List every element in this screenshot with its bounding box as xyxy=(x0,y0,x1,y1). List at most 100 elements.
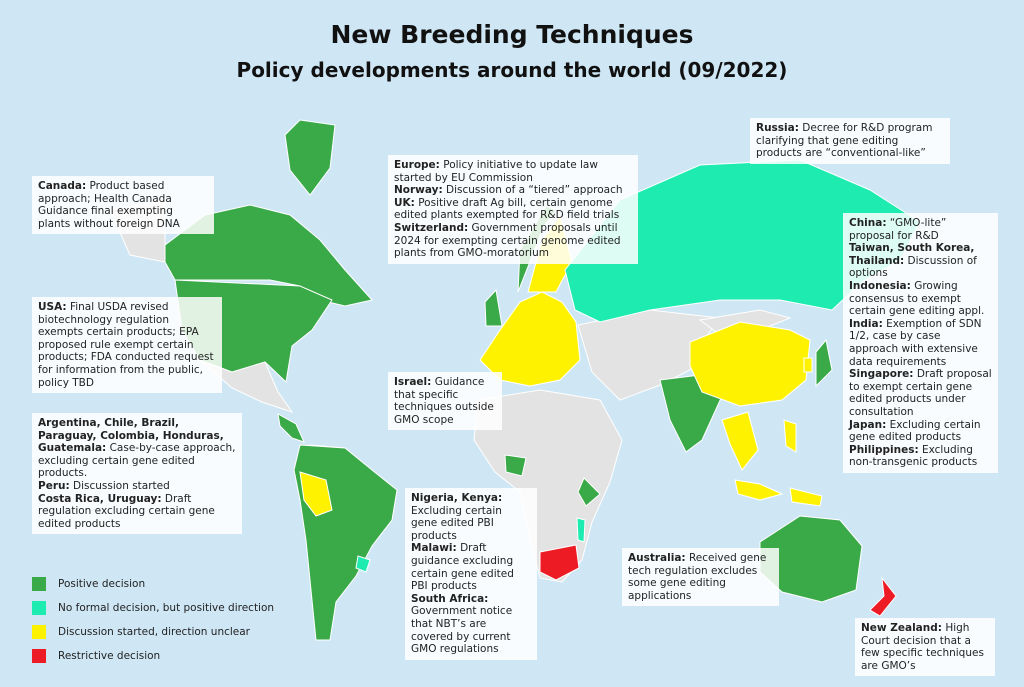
europe xyxy=(479,291,581,387)
note-item: Nigeria, Kenya: Excluding certain gene e… xyxy=(411,492,531,542)
note-label: Israel: xyxy=(394,376,432,388)
new-zealand xyxy=(869,576,897,617)
note-box: Australia: Received gene tech regulation… xyxy=(622,548,779,607)
note-item: China: “GMO-lite” proposal for R&D xyxy=(849,217,992,242)
note-text: Guidance that specific techniques outsid… xyxy=(394,376,494,426)
note-item: South Africa: Government notice that NBT… xyxy=(411,593,531,656)
note-text: Case-by-case approach, excluding certain… xyxy=(38,442,236,480)
legend-swatch xyxy=(32,649,46,663)
philippines xyxy=(783,419,797,453)
legend-entry: Discussion started, direction unclear xyxy=(32,620,274,644)
note-box: Canada: Product based approach; Health C… xyxy=(32,176,214,235)
legend: Positive decision No formal decision, but… xyxy=(32,572,274,668)
note-item: Peru: Discussion started xyxy=(38,480,236,493)
indonesia-east xyxy=(789,487,823,507)
note-item: Costa Rica, Uruguay: Draft regulation ex… xyxy=(38,493,236,531)
note-text: Draft guidance excluding certain gene ed… xyxy=(411,542,514,593)
note-text: Positive draft Ag bill, certain genome e… xyxy=(394,196,620,222)
note-item: Indonesia: Growing consensus to exempt c… xyxy=(849,280,992,318)
note-label: Singapore: xyxy=(849,368,914,381)
note-text: Product based approach; Health Canada Gu… xyxy=(38,180,180,230)
legend-swatch xyxy=(32,601,46,615)
note-text: Received gene tech regulation excludes s… xyxy=(628,552,767,602)
legend-swatch xyxy=(32,577,46,591)
note-item: India: Exemption of SDN 1/2, case by cas… xyxy=(849,318,992,368)
indonesia-west xyxy=(734,479,784,501)
subtitle: Policy developments around the world (09… xyxy=(236,58,788,82)
note-item: Malawi: Draft guidance excluding certain… xyxy=(411,542,531,592)
note-label: Argentina, Chile, Brazil, Paraguay, Colo… xyxy=(38,417,224,455)
note-text: Growing consensus to exempt certain gene… xyxy=(849,279,985,318)
note-text: Government proposals until 2024 for exem… xyxy=(394,221,621,260)
note-text: Draft proposal to exempt certain gene ed… xyxy=(849,368,992,418)
note-label: Indonesia: xyxy=(849,279,911,292)
note-item: Australia: Received gene tech regulation… xyxy=(628,552,773,602)
note-item: Japan: Excluding certain gene edited pro… xyxy=(849,419,992,444)
note-box: Israel: Guidance that specific technique… xyxy=(388,372,502,431)
note-item: Russia: Decree for R&D program clarifyin… xyxy=(756,122,944,160)
note-item: Norway: Discussion of a “tiered” approac… xyxy=(394,184,632,197)
note-text: Excluding non-transgenic products xyxy=(849,443,978,469)
note-item: Israel: Guidance that specific technique… xyxy=(394,376,496,426)
south-america xyxy=(293,444,398,641)
legend-label: Positive decision xyxy=(58,578,146,590)
note-item: Taiwan, South Korea, Thailand: Discussio… xyxy=(849,242,992,280)
uruguay xyxy=(355,555,371,573)
note-label: Nigeria, Kenya: xyxy=(411,492,503,504)
note-label: Norway: xyxy=(394,184,443,197)
note-item: Singapore: Draft proposal to exempt cert… xyxy=(849,368,992,418)
note-item: UK: Positive draft Ag bill, certain geno… xyxy=(394,197,632,222)
note-box: Russia: Decree for R&D program clarifyin… xyxy=(750,118,950,164)
note-label: New Zealand: xyxy=(861,622,942,634)
south-korea xyxy=(803,357,813,373)
south-africa xyxy=(539,544,580,581)
legend-entry: Restrictive decision xyxy=(32,644,274,668)
note-label: Switzerland: xyxy=(394,221,469,234)
note-box: Argentina, Chile, Brazil, Paraguay, Colo… xyxy=(32,413,242,535)
note-label: Canada: xyxy=(38,180,87,192)
canada xyxy=(164,204,373,307)
note-text: Excluding certain gene edited products xyxy=(849,418,981,444)
note-label: Peru: xyxy=(38,479,70,492)
note-item: USA: Final USDA revised biotechnology re… xyxy=(38,301,216,389)
note-label: Australia: xyxy=(628,552,686,564)
malawi xyxy=(576,517,586,543)
legend-entry: Positive decision xyxy=(32,572,274,596)
note-label: Costa Rica, Uruguay: xyxy=(38,492,162,505)
legend-swatch xyxy=(32,625,46,639)
note-text: “GMO-lite” proposal for R&D xyxy=(849,217,947,242)
note-item: Argentina, Chile, Brazil, Paraguay, Colo… xyxy=(38,417,236,480)
note-item: Europe: Policy initiative to update law … xyxy=(394,159,632,184)
note-label: Taiwan, South Korea, Thailand: xyxy=(849,242,975,267)
note-box: New Zealand: High Court decision that a … xyxy=(855,618,995,677)
note-text: Exemption of SDN 1/2, case by case appro… xyxy=(849,317,982,368)
note-text: Government notice that NBT’s are covered… xyxy=(411,605,513,656)
legend-entry: No formal decision, but positive directi… xyxy=(32,596,274,620)
note-item: Canada: Product based approach; Health C… xyxy=(38,180,208,230)
middle-east-central-asia xyxy=(577,309,721,401)
note-box: Nigeria, Kenya: Excluding certain gene e… xyxy=(405,488,537,660)
note-text: Final USDA revised biotechnology regulat… xyxy=(38,301,214,389)
note-text: Discussion of a “tiered” approach xyxy=(446,184,623,197)
note-box: USA: Final USDA revised biotechnology re… xyxy=(32,297,222,394)
note-box: Europe: Policy initiative to update law … xyxy=(388,155,638,264)
note-text: Draft regulation excluding certain gene … xyxy=(38,492,215,530)
note-label: UK: xyxy=(394,196,415,209)
note-label: Europe: xyxy=(394,159,440,171)
note-label: China: xyxy=(849,217,887,229)
note-text: Decree for R&D program clarifying that g… xyxy=(756,122,933,160)
thailand xyxy=(721,411,759,471)
note-label: South Africa: xyxy=(411,592,489,605)
uk xyxy=(484,288,503,327)
note-item: Philippines: Excluding non-transgenic pr… xyxy=(849,444,992,469)
note-text: Policy initiative to update law started … xyxy=(394,159,598,184)
note-item: New Zealand: High Court decision that a … xyxy=(861,622,989,672)
legend-label: Discussion started, direction unclear xyxy=(58,626,250,638)
peru xyxy=(299,471,333,517)
note-label: USA: xyxy=(38,301,67,313)
note-text: Discussion of options xyxy=(849,254,977,280)
greenland xyxy=(284,119,336,196)
legend-label: No formal decision, but positive directi… xyxy=(58,602,275,614)
note-text: High Court decision that a few specific … xyxy=(861,622,984,672)
